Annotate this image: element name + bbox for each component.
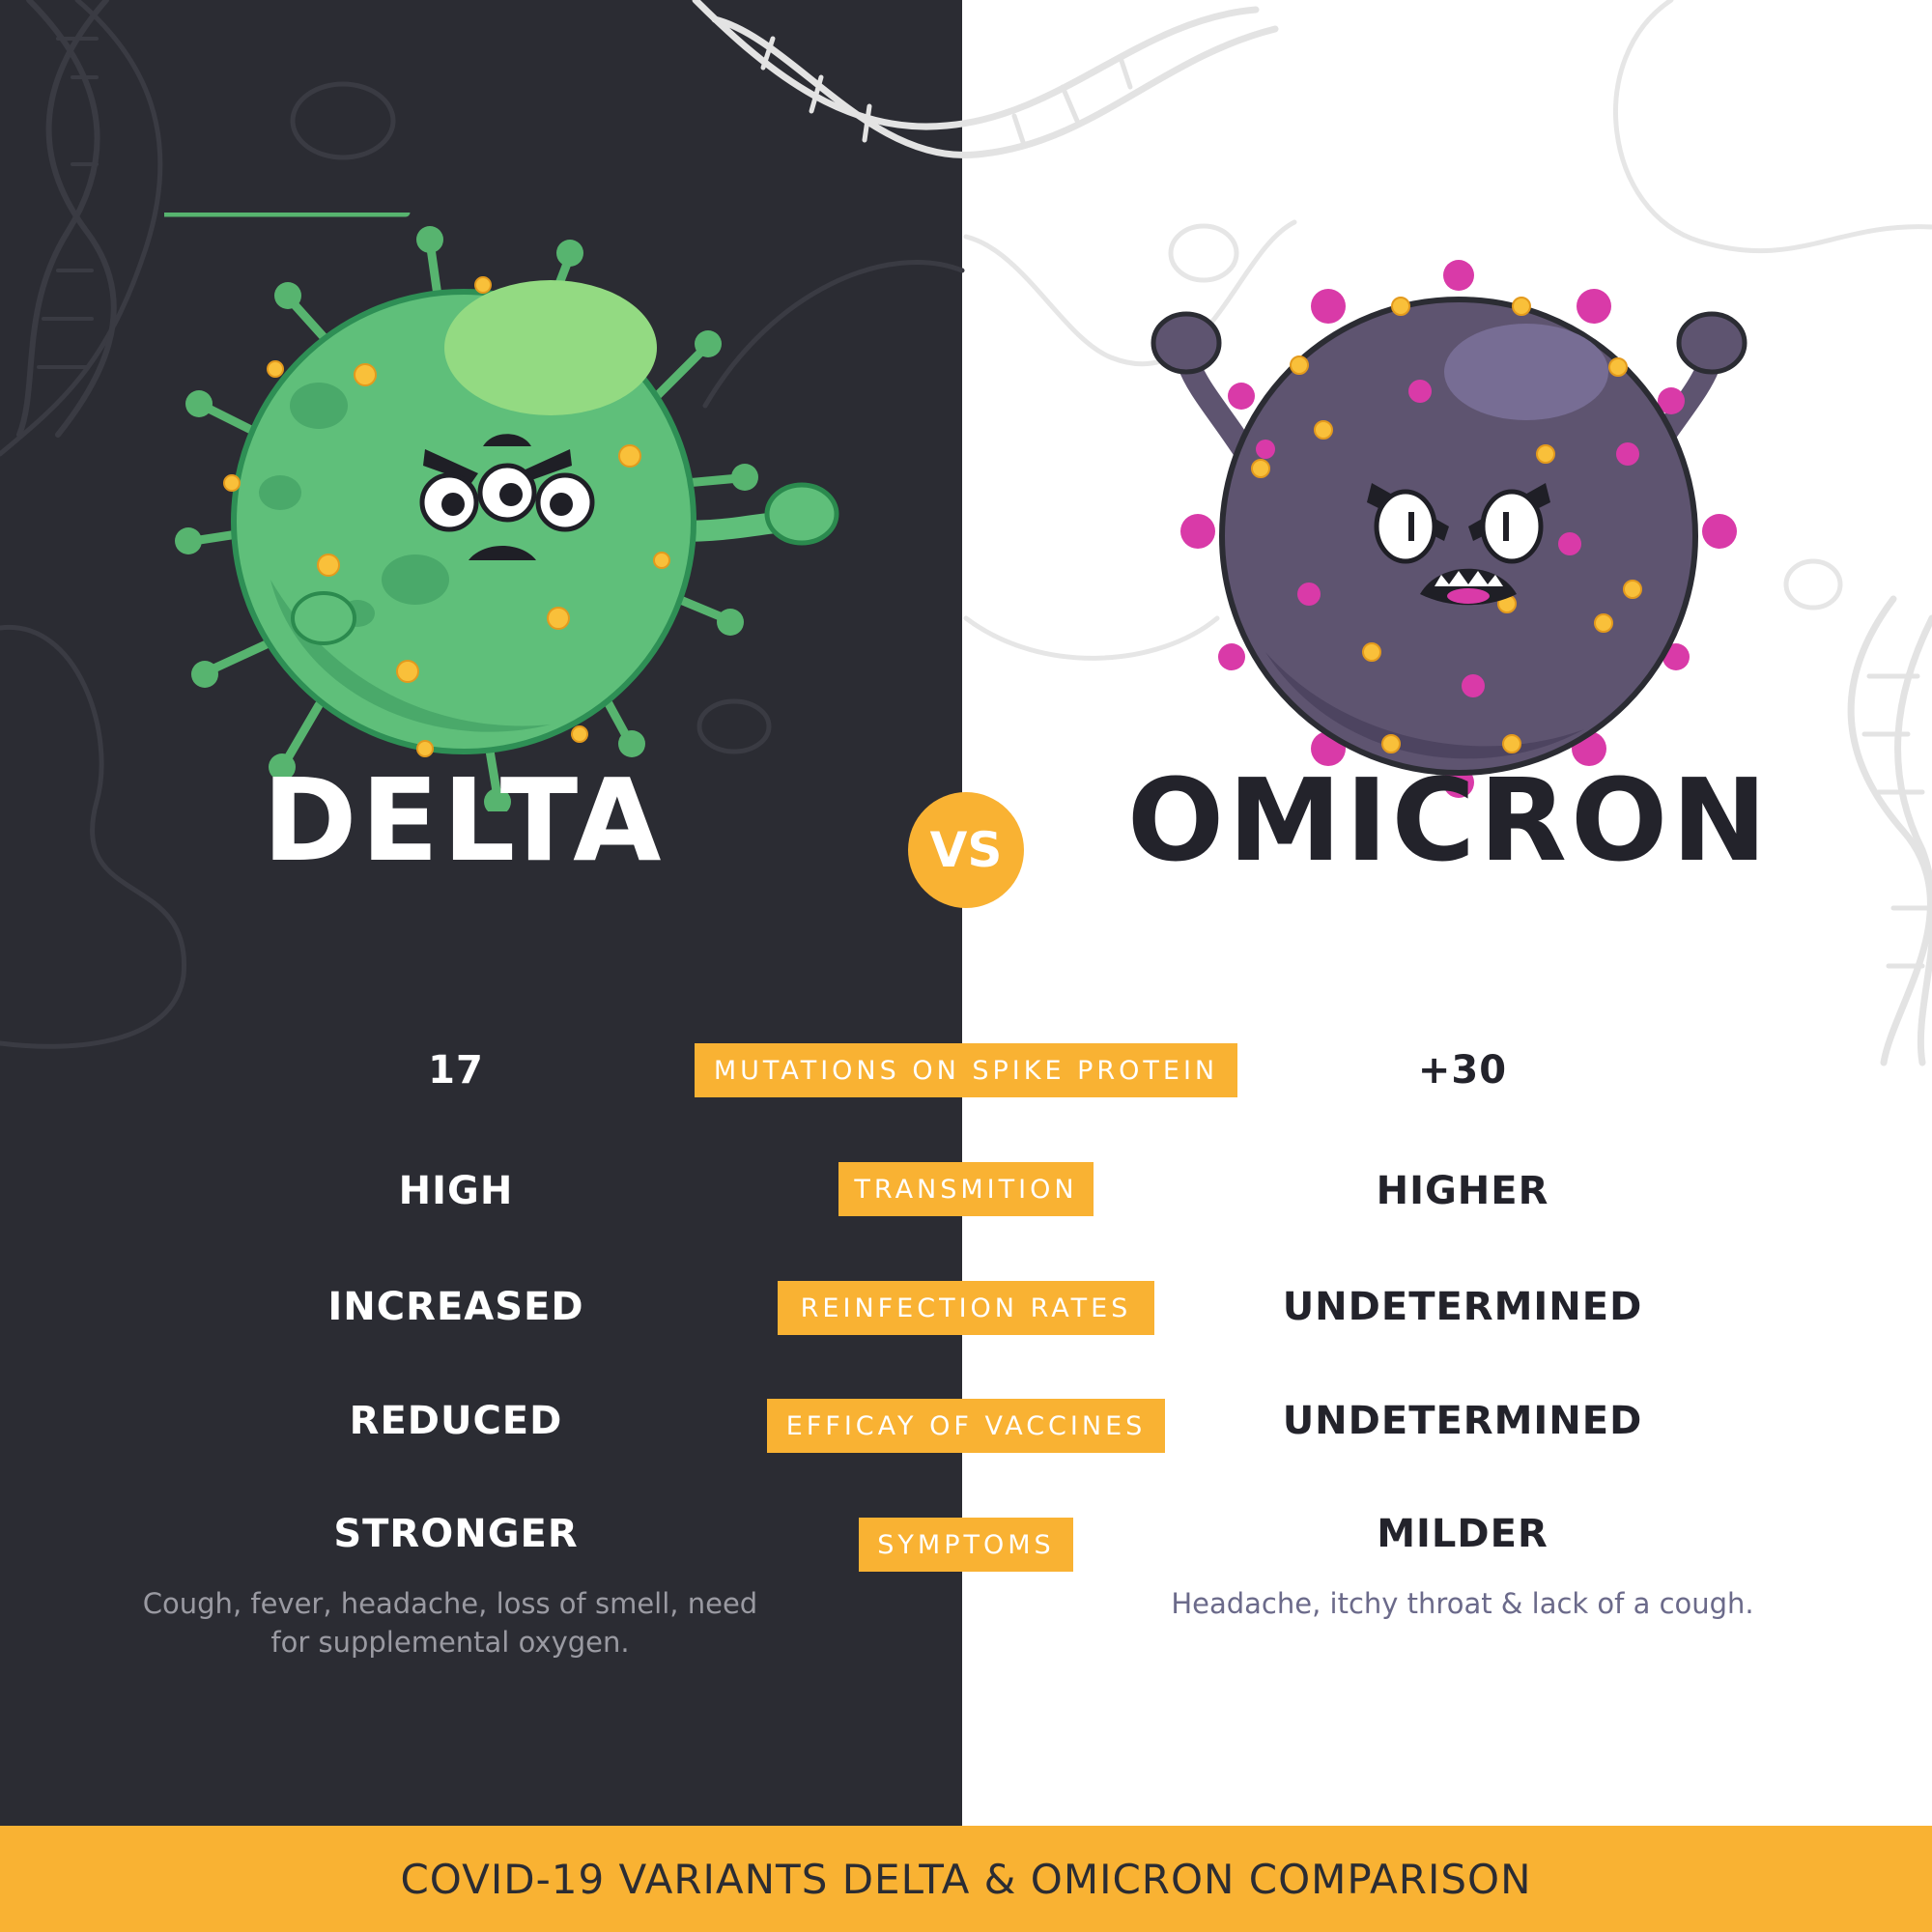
delta-mutations-value: 17 bbox=[428, 1048, 484, 1093]
vs-badge: VS bbox=[908, 792, 1024, 908]
delta-symptoms-description: Cough, fever, headache, loss of smell, n… bbox=[142, 1587, 758, 1659]
omicron-vaccine-value: UNDETERMINED bbox=[1282, 1399, 1643, 1443]
delta-virus-icon bbox=[164, 213, 839, 811]
omicron-reinfection-value: UNDETERMINED bbox=[1282, 1285, 1643, 1329]
omicron-symptoms-description: Headache, itchy throat & lack of a cough… bbox=[1171, 1587, 1754, 1620]
vaccine-efficacy-label: EFFICAY OF VACCINES bbox=[767, 1399, 1165, 1453]
delta-vaccine-value: REDUCED bbox=[349, 1399, 563, 1443]
omicron-mutations-value: +30 bbox=[1417, 1048, 1508, 1093]
footer-banner: COVID-19 VARIANTS DELTA & OMICRON COMPAR… bbox=[0, 1826, 1932, 1932]
delta-reinfection-value: INCREASED bbox=[327, 1285, 584, 1329]
symptoms-label: SYMPTOMS bbox=[859, 1518, 1073, 1572]
omicron-symptoms-value: MILDER bbox=[1377, 1512, 1548, 1556]
delta-transmition-value: HIGH bbox=[398, 1169, 514, 1213]
omicron-transmition-value: HIGHER bbox=[1376, 1169, 1549, 1213]
background-decoration bbox=[0, 0, 1932, 1066]
delta-symptoms-value: STRONGER bbox=[333, 1512, 579, 1556]
delta-title: DELTA bbox=[262, 753, 666, 887]
mutations-label: MUTATIONS ON SPIKE PROTEIN bbox=[695, 1043, 1237, 1097]
omicron-title: OMICRON bbox=[1126, 753, 1772, 887]
omicron-virus-icon bbox=[1151, 260, 1747, 798]
transmition-label: TRANSMITION bbox=[838, 1162, 1094, 1216]
reinfection-label: REINFECTION RATES bbox=[778, 1281, 1154, 1335]
footer-title: COVID-19 VARIANTS DELTA & OMICRON COMPAR… bbox=[400, 1855, 1532, 1903]
